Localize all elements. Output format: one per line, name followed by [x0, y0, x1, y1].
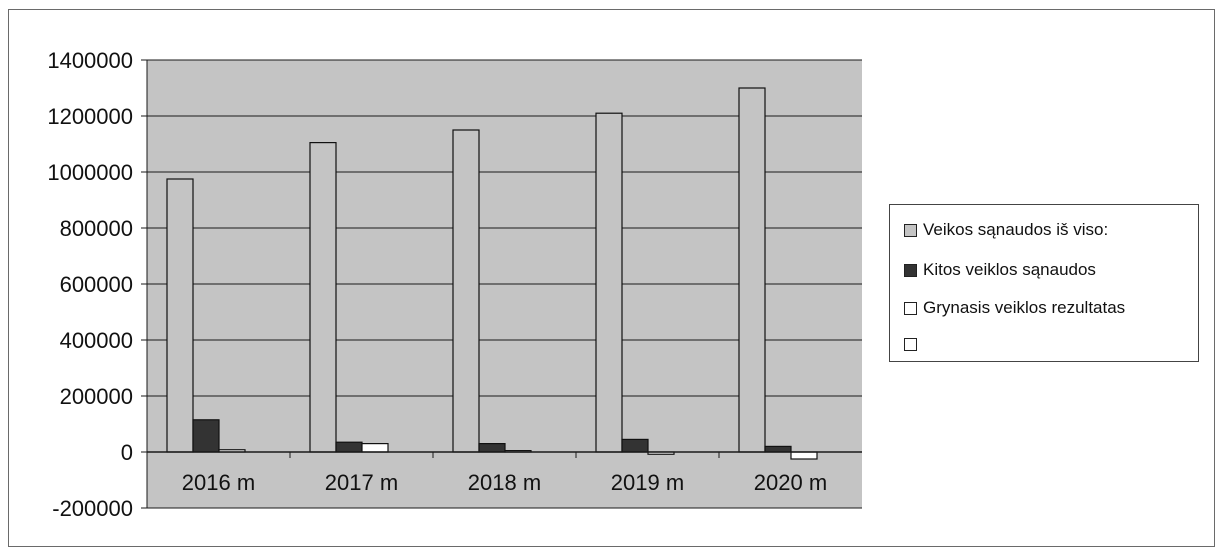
x-tick-label: 2018 m: [468, 470, 541, 495]
bar: [335, 441, 363, 453]
bar: [309, 142, 337, 453]
legend-swatch: [904, 263, 917, 277]
legend-swatch: [904, 301, 917, 315]
y-tick-label: 400000: [60, 328, 133, 353]
y-tick-label: 1400000: [47, 48, 133, 73]
bar: [595, 112, 623, 453]
legend-item-empty: [904, 331, 923, 357]
bar: [361, 443, 389, 453]
x-tick-label: 2019 m: [611, 470, 684, 495]
legend-label: Kitos veiklos sąnaudos: [923, 260, 1096, 279]
legend-swatch: [904, 223, 917, 237]
y-tick-label: -200000: [52, 496, 133, 521]
legend-item-total-expenses: Veikos sąnaudos iš viso:: [904, 217, 1108, 243]
legend-label: Grynasis veiklos rezultatas: [923, 298, 1126, 317]
y-tick-label: 1000000: [47, 160, 133, 185]
bar: [790, 451, 818, 460]
bar: [764, 445, 792, 453]
y-tick-label: 0: [121, 440, 133, 465]
x-tick-label: 2016 m: [182, 470, 255, 495]
x-tick-label: 2017 m: [325, 470, 398, 495]
legend-item-other-expenses: Kitos veiklos sąnaudos: [904, 257, 1096, 283]
y-tick-label: 800000: [60, 216, 133, 241]
legend-label: Veikos sąnaudos iš viso:: [923, 220, 1109, 239]
legend: Veikos sąnaudos iš viso: Kitos veiklos s…: [889, 204, 1199, 362]
x-tick-label: 2020 m: [754, 470, 827, 495]
legend-swatch: [904, 337, 917, 351]
legend-item-net-result: Grynasis veiklos rezultatas: [904, 295, 1125, 321]
bar: [478, 443, 506, 453]
y-tick-label: 200000: [60, 384, 133, 409]
bar: [452, 129, 480, 453]
y-tick-label: 1200000: [47, 104, 133, 129]
bar: [621, 438, 649, 453]
bar: [166, 178, 194, 453]
bar: [192, 419, 220, 453]
y-tick-label: 600000: [60, 272, 133, 297]
bar: [738, 87, 766, 453]
